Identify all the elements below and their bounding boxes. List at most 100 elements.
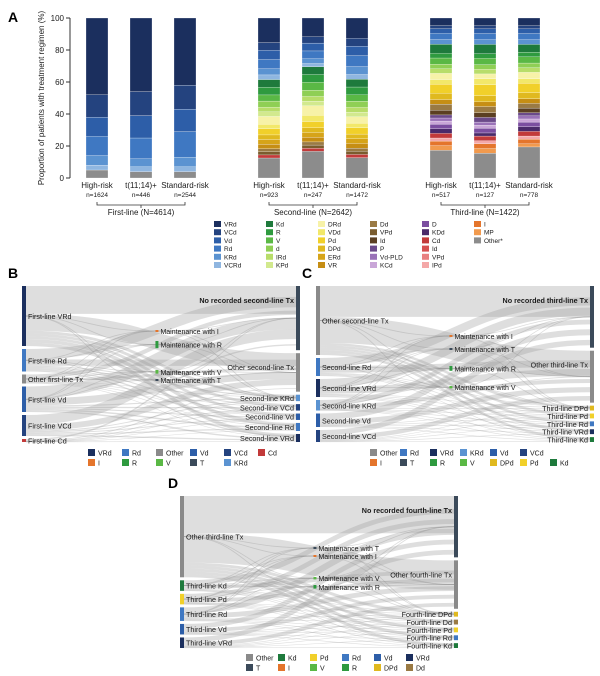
sankey-flow <box>183 549 455 643</box>
bar-segment-vrd <box>257 17 281 43</box>
bar-segment-kpd <box>257 111 281 117</box>
bar-segment-dd <box>517 103 541 109</box>
bar-segment-pd <box>429 84 453 94</box>
legend-label: Vd <box>200 451 209 458</box>
bar-segment-ird <box>429 68 453 74</box>
sankey-flow <box>183 519 455 599</box>
bar-segment-vcd <box>301 36 325 44</box>
panel-label-b: B <box>8 265 18 281</box>
legend-swatch <box>224 459 231 466</box>
legend-swatch <box>214 221 221 227</box>
x-category-label: Standard-risk <box>333 181 382 190</box>
bar-segment-vdd <box>345 122 369 128</box>
bar-segment-vrd <box>429 17 453 26</box>
sankey-flow <box>183 571 455 639</box>
bar-segment-vcd <box>473 25 497 29</box>
sankey-flow <box>319 320 450 337</box>
legend-label: V <box>320 666 325 673</box>
sankey-right-label: Other second-line Tx <box>227 363 294 372</box>
bar-segment-rd <box>517 33 541 40</box>
sankey-flow <box>25 330 156 380</box>
sankey-left-label: Third-line Rd <box>186 610 227 619</box>
bar-segment-vcrd <box>345 74 369 80</box>
sankey-right-label: No recorded second-line Tx <box>199 296 294 305</box>
legend-swatch <box>490 449 497 456</box>
panel-label-d: D <box>168 475 178 491</box>
sankey-right-label: Fourth-line Rd <box>406 634 452 643</box>
sankey-flow <box>452 386 591 409</box>
bar-segment-rd <box>129 137 153 159</box>
sankey-right-label: Third-line Pd <box>547 412 588 421</box>
legend-label: Rd <box>410 451 419 458</box>
sankey-flow <box>183 586 314 600</box>
bar-segment-drd <box>429 73 453 80</box>
bar-segment-rd <box>257 59 281 69</box>
sankey-flow <box>158 344 297 373</box>
sankey-node-left <box>316 400 320 411</box>
legend-label: R <box>352 666 357 673</box>
n-label: n=923 <box>260 192 279 199</box>
sankey-second-to-third-line: Other second-line Tx Second-line Rd Second… <box>316 286 594 468</box>
legend-label: V <box>166 461 171 468</box>
legend-label: KRd <box>470 451 484 458</box>
x-category-label: High-risk <box>81 181 114 190</box>
legend-label: R <box>276 230 281 237</box>
bar-segment-erd <box>345 138 369 144</box>
sankey-node-left <box>316 358 320 376</box>
sankey-flow <box>183 615 455 634</box>
bar-segment-other-star <box>429 150 453 179</box>
legend-label: Dd <box>380 222 389 229</box>
sankey-flow <box>183 565 455 623</box>
sankey-flow <box>183 570 455 589</box>
y-tick-label: 40 <box>55 110 64 119</box>
sankey-mid-label: Maintenance with I <box>318 554 376 561</box>
bar-segment-vpd <box>345 151 369 155</box>
bar-segment-kd <box>429 44 453 54</box>
sankey-node-left <box>180 496 184 578</box>
bar-segment-vcd <box>345 38 369 47</box>
sankey-flow <box>319 360 591 373</box>
sankey-flow <box>25 382 297 427</box>
sankey-flow <box>319 320 450 369</box>
bar-segment-d <box>429 64 453 69</box>
bar-segment-vd-pld <box>517 115 541 120</box>
sankey-flow <box>183 589 455 622</box>
legend-swatch <box>310 664 317 671</box>
legend-label: KCd <box>380 263 393 270</box>
legend-swatch <box>214 237 221 244</box>
sankey-node-right <box>296 422 300 431</box>
sankey-flow <box>25 310 297 379</box>
legend-swatch <box>318 221 325 227</box>
legend-swatch <box>474 221 481 227</box>
sankey-flow <box>25 370 297 437</box>
legend-swatch <box>266 229 273 236</box>
legend-swatch <box>370 459 377 466</box>
bar-segment-krd <box>517 39 541 45</box>
sankey-flow <box>452 348 591 409</box>
x-category-label: t(11;14)+ <box>125 181 157 190</box>
sankey-flow <box>25 378 156 381</box>
sankey-flow <box>183 633 455 640</box>
sankey-flow <box>452 316 591 350</box>
sankey-node-left <box>22 286 26 346</box>
bar-segment-ird <box>517 67 541 73</box>
bar-segment-ird <box>257 107 281 112</box>
sankey-flow <box>319 368 591 394</box>
legend-swatch <box>422 262 429 268</box>
bar-segment-vd <box>473 28 497 34</box>
bar-segment-other-star <box>173 171 197 179</box>
sankey-flow <box>452 348 591 378</box>
sankey-flow <box>25 379 156 400</box>
bar-segment-kdd <box>517 126 541 132</box>
sankey-left-label: Other third-line Tx <box>186 533 244 542</box>
sankey-flow <box>25 430 297 443</box>
sankey-mid-label: Maintenance with T <box>318 546 379 553</box>
legend-label: I <box>288 666 290 673</box>
bar-segment-dpd <box>301 127 325 133</box>
sankey-flow <box>319 374 591 423</box>
sankey-flow <box>319 348 450 368</box>
sankey-left-label: Second-line KRd <box>322 401 376 410</box>
sankey-node-left <box>22 349 26 372</box>
sankey-flow <box>183 602 455 615</box>
